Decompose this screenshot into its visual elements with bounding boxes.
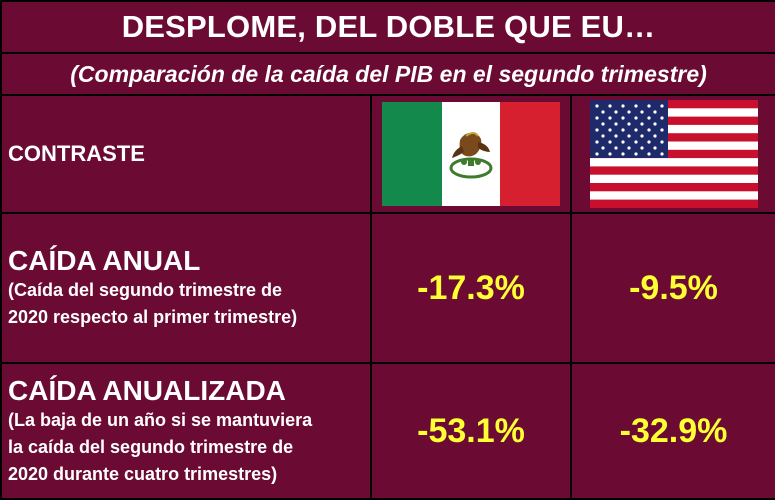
header-label-cell: CONTRASTE bbox=[0, 94, 372, 214]
mexico-flag-icon bbox=[382, 102, 560, 206]
mexico-value-annualized: -53.1% bbox=[370, 362, 572, 500]
row-note-line: (Caída del segundo trimestre de bbox=[8, 280, 283, 300]
usa-value-annual: -9.5% bbox=[569, 212, 775, 364]
row-title: CAÍDA ANUAL bbox=[8, 245, 201, 276]
row-label-annual: CAÍDA ANUAL (Caída del segundo trimestre… bbox=[0, 212, 372, 364]
row-label-annualized: CAÍDA ANUALIZADA (La baja de un año si s… bbox=[0, 362, 372, 500]
mexico-value-annual: -17.3% bbox=[370, 212, 572, 364]
row-note-line: (La baja de un año si se mantuviera bbox=[8, 409, 313, 430]
row-note-line: 2020 durante cuatro trimestres) bbox=[8, 463, 278, 484]
usa-value-annualized: -32.9% bbox=[569, 362, 775, 500]
page-title: DESPLOME, DEL DOBLE QUE EU… bbox=[0, 0, 775, 54]
row-note-line: la caída del segundo trimestre de bbox=[8, 436, 294, 457]
page-subtitle: (Comparación de la caída del PIB en el s… bbox=[0, 52, 775, 96]
usa-flag-icon bbox=[589, 100, 758, 208]
mexico-flag-cell bbox=[370, 94, 572, 214]
column-header-label: CONTRASTE bbox=[8, 141, 145, 166]
row-title: CAÍDA ANUALIZADA bbox=[8, 374, 286, 406]
row-note-line: 2020 respecto al primer trimestre) bbox=[8, 307, 298, 327]
usa-flag-cell bbox=[569, 94, 775, 214]
